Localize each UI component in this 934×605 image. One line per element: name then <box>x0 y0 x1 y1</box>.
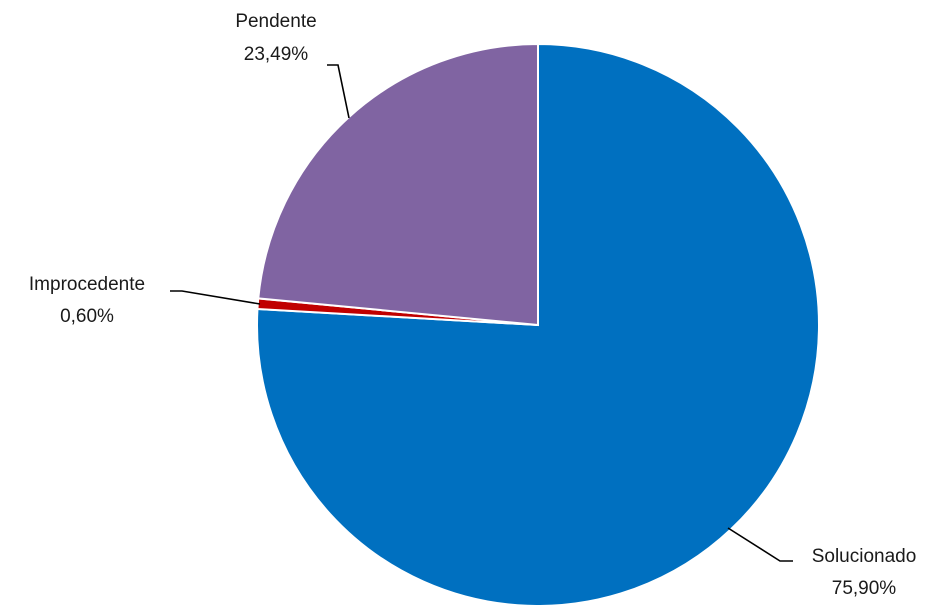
leader-line-pendente <box>327 64 350 119</box>
label-value-pendente: 23,49% <box>244 44 309 65</box>
label-value-improcedente: 0,60% <box>60 306 114 327</box>
pie-slices <box>256 42 820 605</box>
label-name-pendente: Pendente <box>235 11 316 32</box>
label-value-solucionado: 75,90% <box>832 578 897 599</box>
label-name-improcedente: Improcedente <box>29 274 145 295</box>
data-labels: Pendente 23,49% Improcedente 0,60% Soluc… <box>29 11 916 599</box>
leader-line-solucionado <box>727 527 793 562</box>
pie-slice-pendente <box>257 42 539 327</box>
leader-lines <box>170 64 793 562</box>
label-name-solucionado: Solucionado <box>812 546 917 567</box>
leader-line-improcedente <box>170 290 261 305</box>
